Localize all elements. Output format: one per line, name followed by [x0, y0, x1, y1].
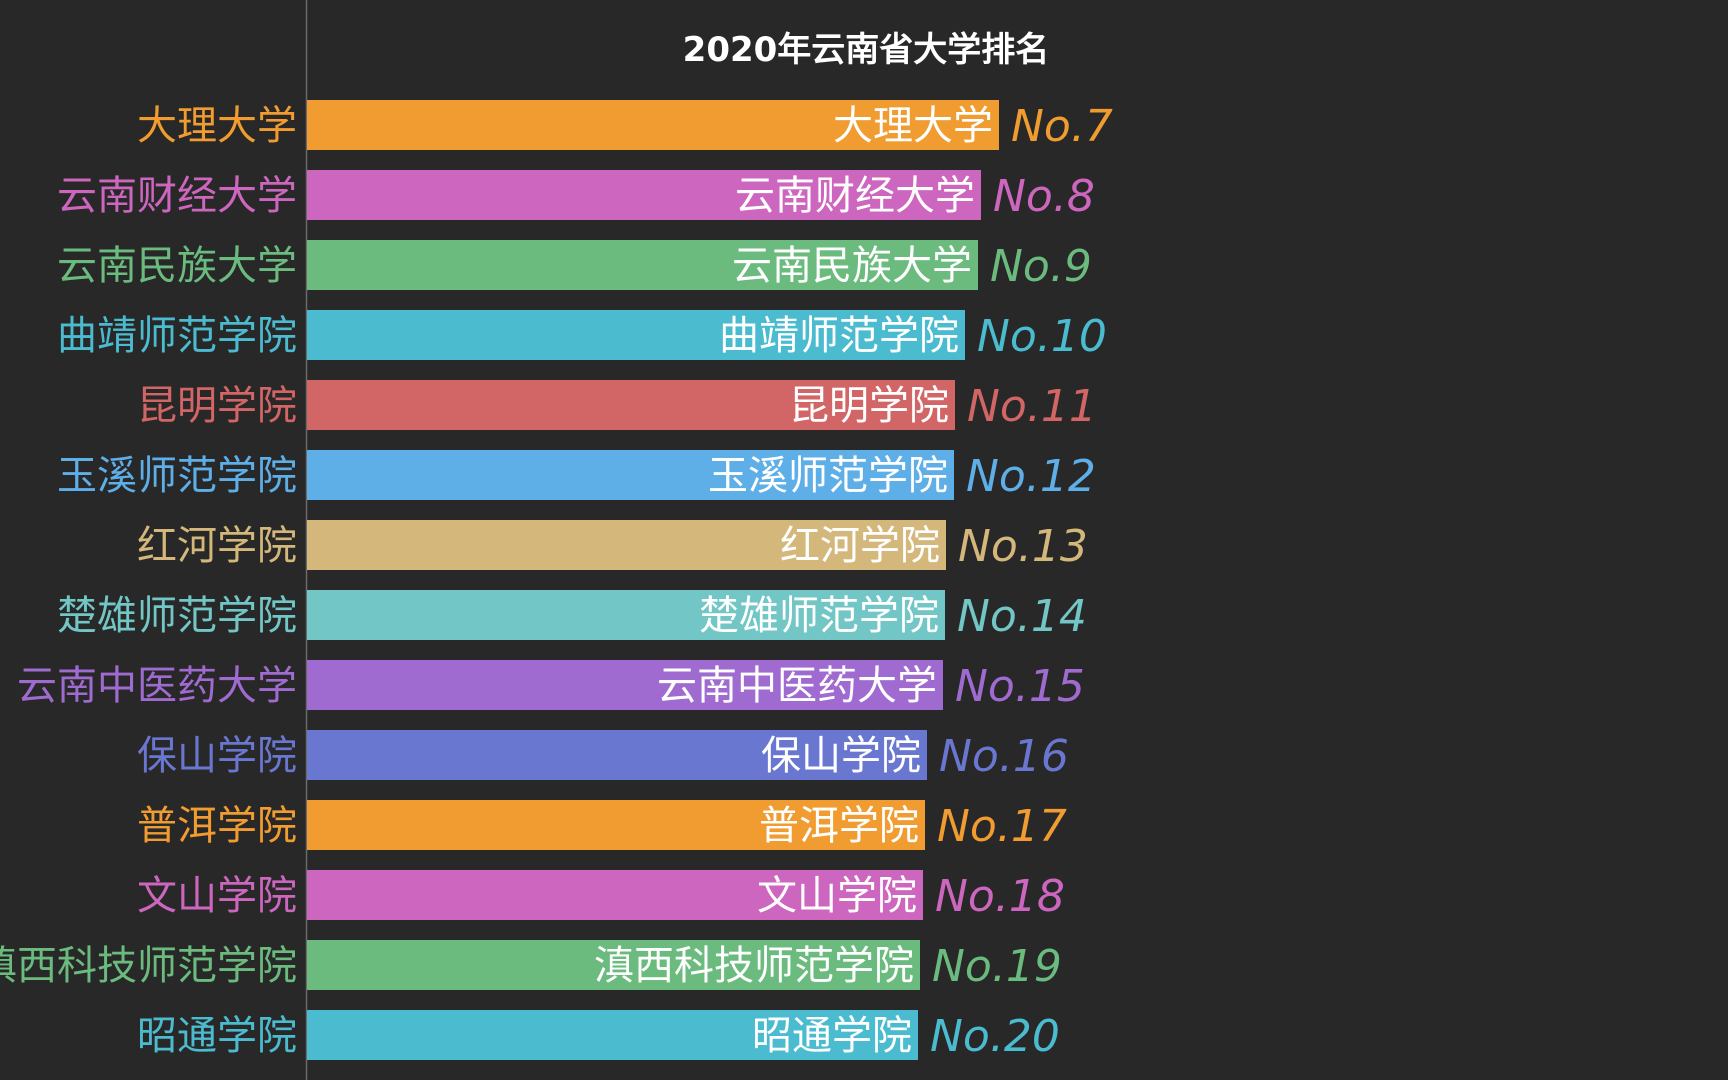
- rank-label: No.19: [932, 941, 1062, 992]
- bar-inner-label: 云南财经大学: [735, 173, 975, 219]
- rank-label: No.12: [966, 451, 1096, 502]
- bar-row: 文山学院 文山学院 No.18: [137, 870, 1065, 922]
- bar-row: 大理大学 大理大学 No.7: [137, 100, 1113, 152]
- bar: [307, 730, 927, 780]
- bar: [307, 590, 945, 640]
- rank-label: No.16: [939, 731, 1069, 782]
- bar: [307, 240, 978, 290]
- rank-label: No.15: [955, 661, 1085, 712]
- bar-row: 滇西科技师范学院 滇西科技师范学院 No.19: [0, 940, 1062, 992]
- category-label: 文山学院: [137, 873, 297, 919]
- category-label: 滇西科技师范学院: [0, 943, 297, 989]
- category-label: 云南财经大学: [57, 173, 297, 219]
- rank-label: No.14: [957, 591, 1087, 642]
- bar-inner-label: 云南民族大学: [732, 243, 972, 289]
- bar-inner-label: 文山学院: [757, 873, 917, 919]
- category-label: 云南中医药大学: [17, 663, 297, 709]
- bar-inner-label: 保山学院: [761, 733, 921, 779]
- rank-label: No.8: [993, 171, 1095, 222]
- rank-label: No.11: [967, 381, 1097, 432]
- bar-row: 云南民族大学 云南民族大学 No.9: [57, 240, 1092, 292]
- bar-row: 保山学院 保山学院 No.16: [137, 730, 1069, 782]
- bar-inner-label: 昆明学院: [789, 383, 949, 429]
- category-label: 大理大学: [137, 103, 297, 149]
- rank-label: No.10: [977, 311, 1107, 362]
- bar-inner-label: 普洱学院: [759, 803, 919, 849]
- rank-label: No.18: [935, 871, 1065, 922]
- rank-label: No.17: [937, 801, 1067, 852]
- bar-row: 曲靖师范学院 曲靖师范学院 No.10: [57, 310, 1107, 362]
- bar-row: 云南中医药大学 云南中医药大学 No.15: [17, 660, 1085, 712]
- bar: [307, 660, 943, 710]
- bar-row: 玉溪师范学院 玉溪师范学院 No.12: [57, 450, 1096, 502]
- bar-inner-label: 楚雄师范学院: [699, 593, 939, 639]
- bar-row: 昭通学院 昭通学院 No.20: [137, 1010, 1060, 1062]
- bar-row: 云南财经大学 云南财经大学 No.8: [57, 170, 1095, 222]
- rank-label: No.13: [958, 521, 1088, 572]
- bar-row: 昆明学院 昆明学院 No.11: [137, 380, 1097, 432]
- bar: [307, 380, 955, 430]
- bar: [307, 450, 954, 500]
- bar: [307, 100, 999, 150]
- bar-row: 普洱学院 普洱学院 No.17: [137, 800, 1067, 852]
- category-label: 昆明学院: [137, 383, 297, 429]
- bar-row: 红河学院 红河学院 No.13: [137, 520, 1088, 572]
- category-label: 云南民族大学: [57, 243, 297, 289]
- bar-row: 楚雄师范学院 楚雄师范学院 No.14: [57, 590, 1087, 642]
- chart-title: 2020年云南省大学排名: [683, 30, 1050, 70]
- category-label: 红河学院: [137, 523, 297, 569]
- category-label: 楚雄师范学院: [57, 593, 297, 639]
- rank-label: No.7: [1011, 101, 1113, 152]
- category-label: 昭通学院: [137, 1013, 297, 1059]
- bar-inner-label: 云南中医药大学: [657, 663, 937, 709]
- bar: [307, 1010, 918, 1060]
- bar: [307, 310, 965, 360]
- bar-inner-label: 曲靖师范学院: [719, 313, 959, 359]
- category-label: 保山学院: [137, 733, 297, 779]
- rank-label: No.20: [930, 1011, 1060, 1062]
- bar-inner-label: 玉溪师范学院: [708, 453, 948, 499]
- bar-inner-label: 滇西科技师范学院: [594, 943, 914, 989]
- category-label: 曲靖师范学院: [57, 313, 297, 359]
- rank-label: No.9: [990, 241, 1092, 292]
- bar: [307, 870, 923, 920]
- category-label: 玉溪师范学院: [57, 453, 297, 499]
- bar: [307, 940, 920, 990]
- category-label: 普洱学院: [137, 803, 297, 849]
- bar-inner-label: 红河学院: [780, 523, 940, 569]
- bar: [307, 170, 981, 220]
- bar-inner-label: 大理大学: [833, 103, 993, 149]
- bar-inner-label: 昭通学院: [752, 1013, 912, 1059]
- bar: [307, 520, 946, 570]
- bar: [307, 800, 925, 850]
